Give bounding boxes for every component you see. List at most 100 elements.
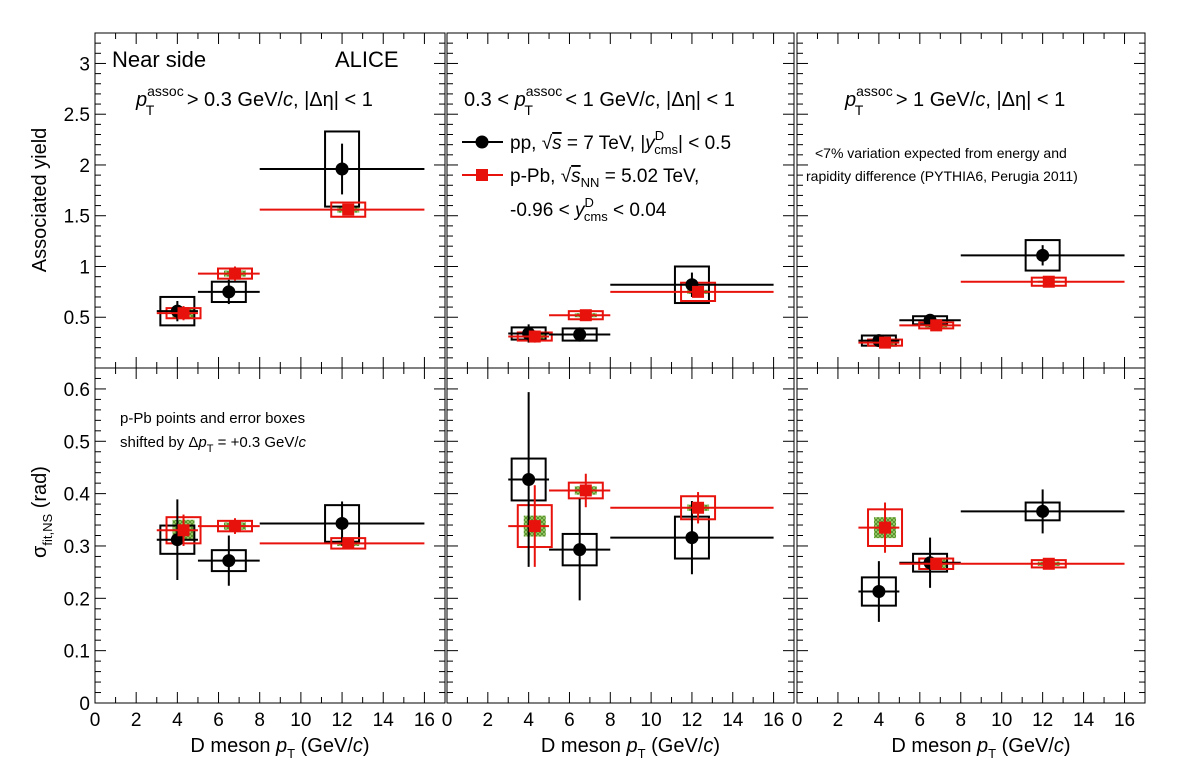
bottom-panel-3-pp-point	[1036, 504, 1050, 518]
top-panel-1-ytick-label: 3	[79, 54, 90, 75]
bottom-panel-2-ppb-point	[692, 501, 705, 514]
bottom-panel-1-ytick-label: 0.6	[64, 380, 90, 401]
legend-ppb-a: p-Pb,	[510, 166, 561, 187]
top-panel-1-ytick-label: 1	[79, 257, 90, 278]
shift-note-sub: T	[207, 443, 214, 455]
bottom-panel-3-pp-point	[872, 585, 886, 599]
bottom-panel-1-xtick-label: 12	[331, 710, 352, 731]
top-panel-1-ppb-point	[177, 307, 190, 320]
top-panel-1-ptassoc-p: p	[135, 89, 147, 111]
bottom-panel-1-xlabel-part-4: c	[353, 735, 363, 757]
top-panel-1-ytick-label: 2.5	[64, 105, 90, 126]
bottom-panel-3-xtick-label: 12	[1032, 710, 1053, 731]
bottom-panel-2-xlabel: D meson pT (GeV/c)	[541, 735, 720, 761]
top-panel-3-ppb-point	[930, 319, 943, 332]
bottom-panel-1-ytick-label: 0	[79, 694, 90, 715]
bottom-panel-3-xtick-label: 2	[833, 710, 844, 731]
bottom-panel-2-xtick-label: 10	[641, 710, 662, 731]
top-panel-3-ptassoc-c: c	[975, 89, 985, 111]
top-panel-1-ppb-point	[229, 267, 241, 280]
top-panel-1-ytick-label: 1.5	[64, 207, 90, 228]
bottom-panel-3-xtick-label: 16	[1114, 710, 1135, 731]
bottom-panel-2-pp-point	[685, 531, 699, 545]
bottom-panel-3-ppb-point	[1042, 557, 1055, 570]
top-panel-1-ppb-point	[342, 203, 355, 216]
bottom-panel-2-xtick-label: 12	[681, 710, 702, 731]
top-panel-1-ptassoc-sub: T	[146, 102, 155, 118]
top-panel-2-ptassoc-tail: , |Δη| < 1	[655, 89, 735, 111]
legend-ppb2-y: y	[573, 200, 586, 221]
shift-note-pre: shifted by Δ	[120, 434, 198, 451]
top-panel-1-ytick-label: 0.5	[64, 308, 90, 329]
top-panel-3-ptassoc-sup: assoc	[856, 83, 893, 99]
legend-ppb-text: p-Pb, √sNN = 5.02 TeV,	[510, 166, 699, 190]
bottom-panel-2-xtick-label: 8	[605, 710, 616, 731]
top-panel-2-ptassoc-c: c	[645, 89, 655, 111]
bottom-panel-1-ytick-label: 0.4	[64, 485, 91, 506]
top-panel-2-ptassoc-label: 0.3 < passoc T < 1 GeV/c, |Δη| < 1	[464, 83, 735, 118]
legend-ppb-marker	[476, 169, 488, 181]
bottom-panel-3-xlabel: D meson pT (GeV/c)	[891, 735, 1070, 761]
legend-ppb-nn: NN	[581, 175, 600, 190]
top-panel-2-ptassoc-post: < 1 GeV/	[560, 89, 645, 111]
bottom-panel-2-ppb-point	[528, 520, 541, 533]
legend-pp-y: y	[643, 133, 656, 154]
top-panel-1-ptassoc-post: > 0.3 GeV/	[181, 89, 283, 111]
top-panel-1-pp-point	[222, 285, 236, 299]
top-panel-3-ptassoc-tail: , |Δη| < 1	[985, 89, 1065, 111]
legend: pp, √s = 7 TeV, |yD cms| < 0.5 p-Pb, √sNN…	[462, 128, 731, 224]
bottom-panel-2-xlabel-part-5: )	[713, 735, 720, 757]
top-panel-2-ptassoc-p: p	[514, 89, 526, 111]
bottom-panel-1-xlabel-part-2: T	[287, 746, 295, 761]
bottom-panel-1-xlabel-part-0: D meson	[190, 735, 276, 757]
near-side-label: Near side	[112, 47, 206, 72]
ptassoc-labels: passoc T > 0.3 GeV/c, |Δη| < 1 0.3 < passo…	[135, 83, 1065, 118]
shift-note-c: c	[299, 434, 307, 451]
legend-pp-a: pp,	[510, 133, 542, 154]
bottom-panel-2-xtick-label: 4	[523, 710, 534, 731]
top-panel-2-ppb-point	[579, 309, 592, 322]
bottom-panel-3-xtick-label: 10	[991, 710, 1012, 731]
bottom-panel-1-xtick-label: 10	[290, 710, 311, 731]
top-panel-3-pp-point	[1036, 248, 1050, 262]
top-panel-2-ppb-point	[528, 330, 541, 343]
bottom-panel-3-ppb-point	[930, 557, 943, 570]
bottom-panel-2-pp-point	[573, 543, 587, 557]
legend-pp-s: s	[552, 133, 562, 154]
panels: 0.5 1 1.5 2 2.5 3 0 2 4 6 8 10 12 14 16 0 0.1 0.2 0.3 0.4 0.…	[64, 32, 1146, 731]
bottom-panel-3-xlabel-part-4: c	[1054, 735, 1064, 757]
top-panel-1-ptassoc-sup: assoc	[147, 83, 184, 99]
legend-pp-c: | < 0.5	[678, 133, 731, 154]
legend-pp-sqrt-sign: √	[542, 133, 553, 154]
shift-note-line2: shifted by ΔpT = +0.3 GeV/c	[120, 434, 307, 455]
bottom-panel-1-ytick-label: 0.1	[64, 642, 90, 663]
legend-ppb-rapidity: -0.96 < yD cms < 0.04	[510, 195, 667, 224]
bottom-panel-3-xlabel-part-2: T	[988, 746, 996, 761]
shift-note-p: p	[197, 434, 206, 451]
bottom-panel-1-xlabel-part-1: p	[275, 735, 287, 757]
legend-ppb2-a: -0.96 <	[510, 200, 575, 221]
bottom-panel-3-xlabel-part-0: D meson	[891, 735, 977, 757]
bottom-panel-1-ppb-point	[229, 520, 241, 533]
bottom-panel-3-xtick-label: 4	[874, 710, 885, 731]
legend-pp-marker	[475, 135, 489, 149]
top-panel-3-ptassoc-post: > 1 GeV/	[890, 89, 975, 111]
bottom-panel-1-xtick-label: 0	[90, 710, 101, 731]
legend-ppb2-sup: D	[584, 195, 593, 210]
legend-ppb2-b: < 0.04	[608, 200, 667, 221]
bottom-panel-2-ppb-point	[579, 484, 592, 497]
bottom-panel-3-xtick-label: 6	[915, 710, 926, 731]
bottom-panel-1-xtick-label: 6	[213, 710, 224, 731]
bottom-panel-3-xtick-label: 0	[792, 710, 803, 731]
shift-note-line1: p-Pb points and error boxes	[120, 410, 305, 427]
bottom-y-axis-label: σfit,NS (rad)	[29, 466, 55, 558]
bottom-panel-2-xtick-label: 2	[483, 710, 494, 731]
alice-label: ALICE	[335, 47, 399, 72]
bottom-panel-1-pp-point	[335, 516, 349, 530]
bottom-panel-3-xtick-label: 8	[955, 710, 966, 731]
bottom-panel-3-xtick-label: 14	[1073, 710, 1095, 731]
legend-ppb-sqrt-sign: √	[561, 166, 572, 187]
bottom-panel-1-xtick-label: 2	[131, 710, 142, 731]
bottom-panel-1-pp-point	[222, 554, 236, 568]
